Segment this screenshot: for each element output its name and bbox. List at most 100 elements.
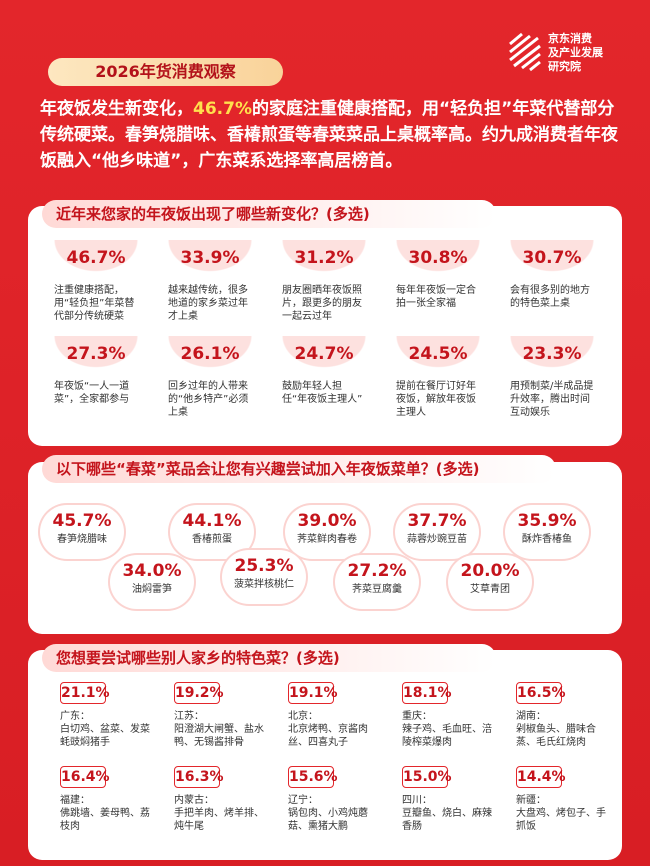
percent: 24.7% <box>294 344 354 364</box>
item-text: 注重健康搭配，用“轻负担”年菜替代部分传统硬菜 <box>54 285 135 322</box>
dishes: 剁椒鱼头、腊味合蒸、毛氏红烧肉 <box>516 724 596 748</box>
percent: 31.2% <box>294 248 354 268</box>
percent: 37.7% <box>407 511 467 531</box>
dish-circle <box>110 555 194 609</box>
percent: 18.1% <box>402 682 452 704</box>
logo-line: 研究院 <box>548 60 581 73</box>
bowl <box>48 240 144 276</box>
region: 北京： <box>288 711 318 722</box>
section-title: 您想要尝试哪些别人家乡的特色菜？(多选) <box>42 644 496 672</box>
logo-text: 京东消费 及产业发展 研究院 <box>548 32 603 74</box>
region: 湖南： <box>516 711 546 722</box>
dish-name: 荠菜鲜肉春卷 <box>297 534 357 545</box>
dish-name: 蒜蓉炒豌豆苗 <box>407 534 467 545</box>
percent: 20.0% <box>460 561 520 581</box>
bowl <box>504 240 600 276</box>
item-text: 回乡过年的人带来的“他乡特产”必须上桌 <box>168 381 249 418</box>
header-tag: 2026年货消费观察 <box>48 58 283 86</box>
dish-circle <box>170 505 254 559</box>
item-text: 会有很多别的地方的特色菜上桌 <box>510 285 590 309</box>
percent: 19.1% <box>288 682 338 704</box>
region: 新疆： <box>516 795 546 806</box>
percent: 16.4% <box>60 766 110 788</box>
dishes: 北京烤鸭、京酱肉丝、四喜丸子 <box>288 724 368 748</box>
percent: 27.2% <box>347 561 407 581</box>
dish-name: 香椿煎蛋 <box>192 534 232 545</box>
dish-name: 油焖雷笋 <box>132 584 172 595</box>
bowl <box>162 336 258 372</box>
item-text: 用预制菜/半成品提升效率，腾出时间互动娱乐 <box>510 381 594 418</box>
dish-name: 酥炸香椿鱼 <box>522 534 572 545</box>
logo-mark <box>509 32 541 72</box>
region: 福建： <box>60 795 90 806</box>
percent: 23.3% <box>522 344 582 364</box>
region: 广东： <box>60 711 90 722</box>
dish-circle <box>395 505 479 559</box>
percent: 16.3% <box>174 766 224 788</box>
item-text: 每年年夜饭一定合拍一张全家福 <box>396 285 476 309</box>
logo-line: 京东消费 <box>548 32 592 45</box>
dishes: 手把羊肉、烤羊排、炖牛尾 <box>174 808 264 832</box>
bowl <box>162 240 258 276</box>
bowl <box>48 336 144 372</box>
dishes: 白切鸡、盆菜、发菜蚝豉焖猪手 <box>60 724 150 748</box>
region: 内蒙古： <box>174 795 214 806</box>
panel <box>28 650 622 860</box>
percent: 45.7% <box>52 511 112 531</box>
percent: 15.0% <box>402 766 452 788</box>
dishes: 佛跳墙、姜母鸭、荔枝肉 <box>60 808 150 832</box>
region: 辽宁： <box>288 795 318 806</box>
dish-name: 荠菜豆腐羹 <box>352 584 402 595</box>
bowl <box>276 336 372 372</box>
percent: 15.6% <box>288 766 338 788</box>
percent: 26.1% <box>180 344 240 364</box>
percent: 27.3% <box>66 344 126 364</box>
dishes: 豆瓣鱼、烧白、麻辣香肠 <box>402 808 492 832</box>
percent: 39.0% <box>297 511 357 531</box>
percent: 25.3% <box>234 556 294 576</box>
percent: 34.0% <box>122 561 182 581</box>
percent: 14.4% <box>516 766 566 788</box>
percent: 24.5% <box>408 344 468 364</box>
bowl <box>390 336 486 372</box>
item-text: 年夜饭“一人一道菜”，全家都参与 <box>54 381 130 405</box>
section-title: 近年来您家的年夜饭出现了哪些新变化？(多选) <box>42 200 496 228</box>
item-text: 鼓励年轻人担任“年夜饭主理人” <box>282 381 363 405</box>
dish-name: 艾草青团 <box>470 584 510 595</box>
intro-text: 年夜饭发生新变化， <box>40 99 193 119</box>
percent: 33.9% <box>180 248 240 268</box>
dishes: 锅包肉、小鸡炖蘑菇、熏猪大鹏 <box>288 808 368 832</box>
percent: 44.1% <box>182 511 242 531</box>
percent: 35.9% <box>517 511 577 531</box>
intro-text: 的家庭注重健康搭配，用“轻负担”年菜代替部分传统硬菜。春笋烧腊味、香椿煎蛋等春菜… <box>40 99 618 171</box>
percent: 16.5% <box>516 682 566 704</box>
percent: 46.7% <box>66 248 126 268</box>
dishes: 阳澄湖大闸蟹、盐水鸭、无锡酱排骨 <box>174 724 264 748</box>
section-title: 以下哪些“春菜”菜品会让您有兴趣尝试加入年夜饭菜单？(多选) <box>42 455 556 483</box>
dish-name: 菠菜拌核桃仁 <box>234 579 294 590</box>
dish-circle <box>40 505 124 559</box>
dish-circle <box>222 550 306 604</box>
dishes: 大盘鸡、烤包子、手抓饭 <box>516 808 606 832</box>
intro: 年夜饭发生新变化，46.7%的家庭注重健康搭配，用“轻负担”年菜代替部分传统硬菜… <box>40 96 620 174</box>
percent: 30.7% <box>522 248 582 268</box>
percent: 19.2% <box>174 682 224 704</box>
dish-circle <box>448 555 532 609</box>
bowl <box>504 336 600 372</box>
bowl <box>276 240 372 276</box>
bowl <box>390 240 486 276</box>
region: 四川： <box>402 795 432 806</box>
percent: 21.1% <box>60 682 110 704</box>
item-text: 越来越传统，很多地道的家乡菜过年才上桌 <box>168 285 248 322</box>
intro-highlight: 46.7% <box>193 99 252 119</box>
dish-circle <box>505 505 589 559</box>
region: 江苏： <box>174 711 204 722</box>
dishes: 辣子鸡、毛血旺、涪陵榨菜爆肉 <box>402 724 492 748</box>
dish-circle <box>285 505 369 559</box>
logo-line: 及产业发展 <box>548 46 603 59</box>
region: 重庆： <box>402 711 432 722</box>
dish-circle <box>335 555 419 609</box>
dish-name: 春笋烧腊味 <box>57 534 107 545</box>
item-text: 朋友圈晒年夜饭照片，跟更多的朋友一起云过年 <box>282 285 362 322</box>
